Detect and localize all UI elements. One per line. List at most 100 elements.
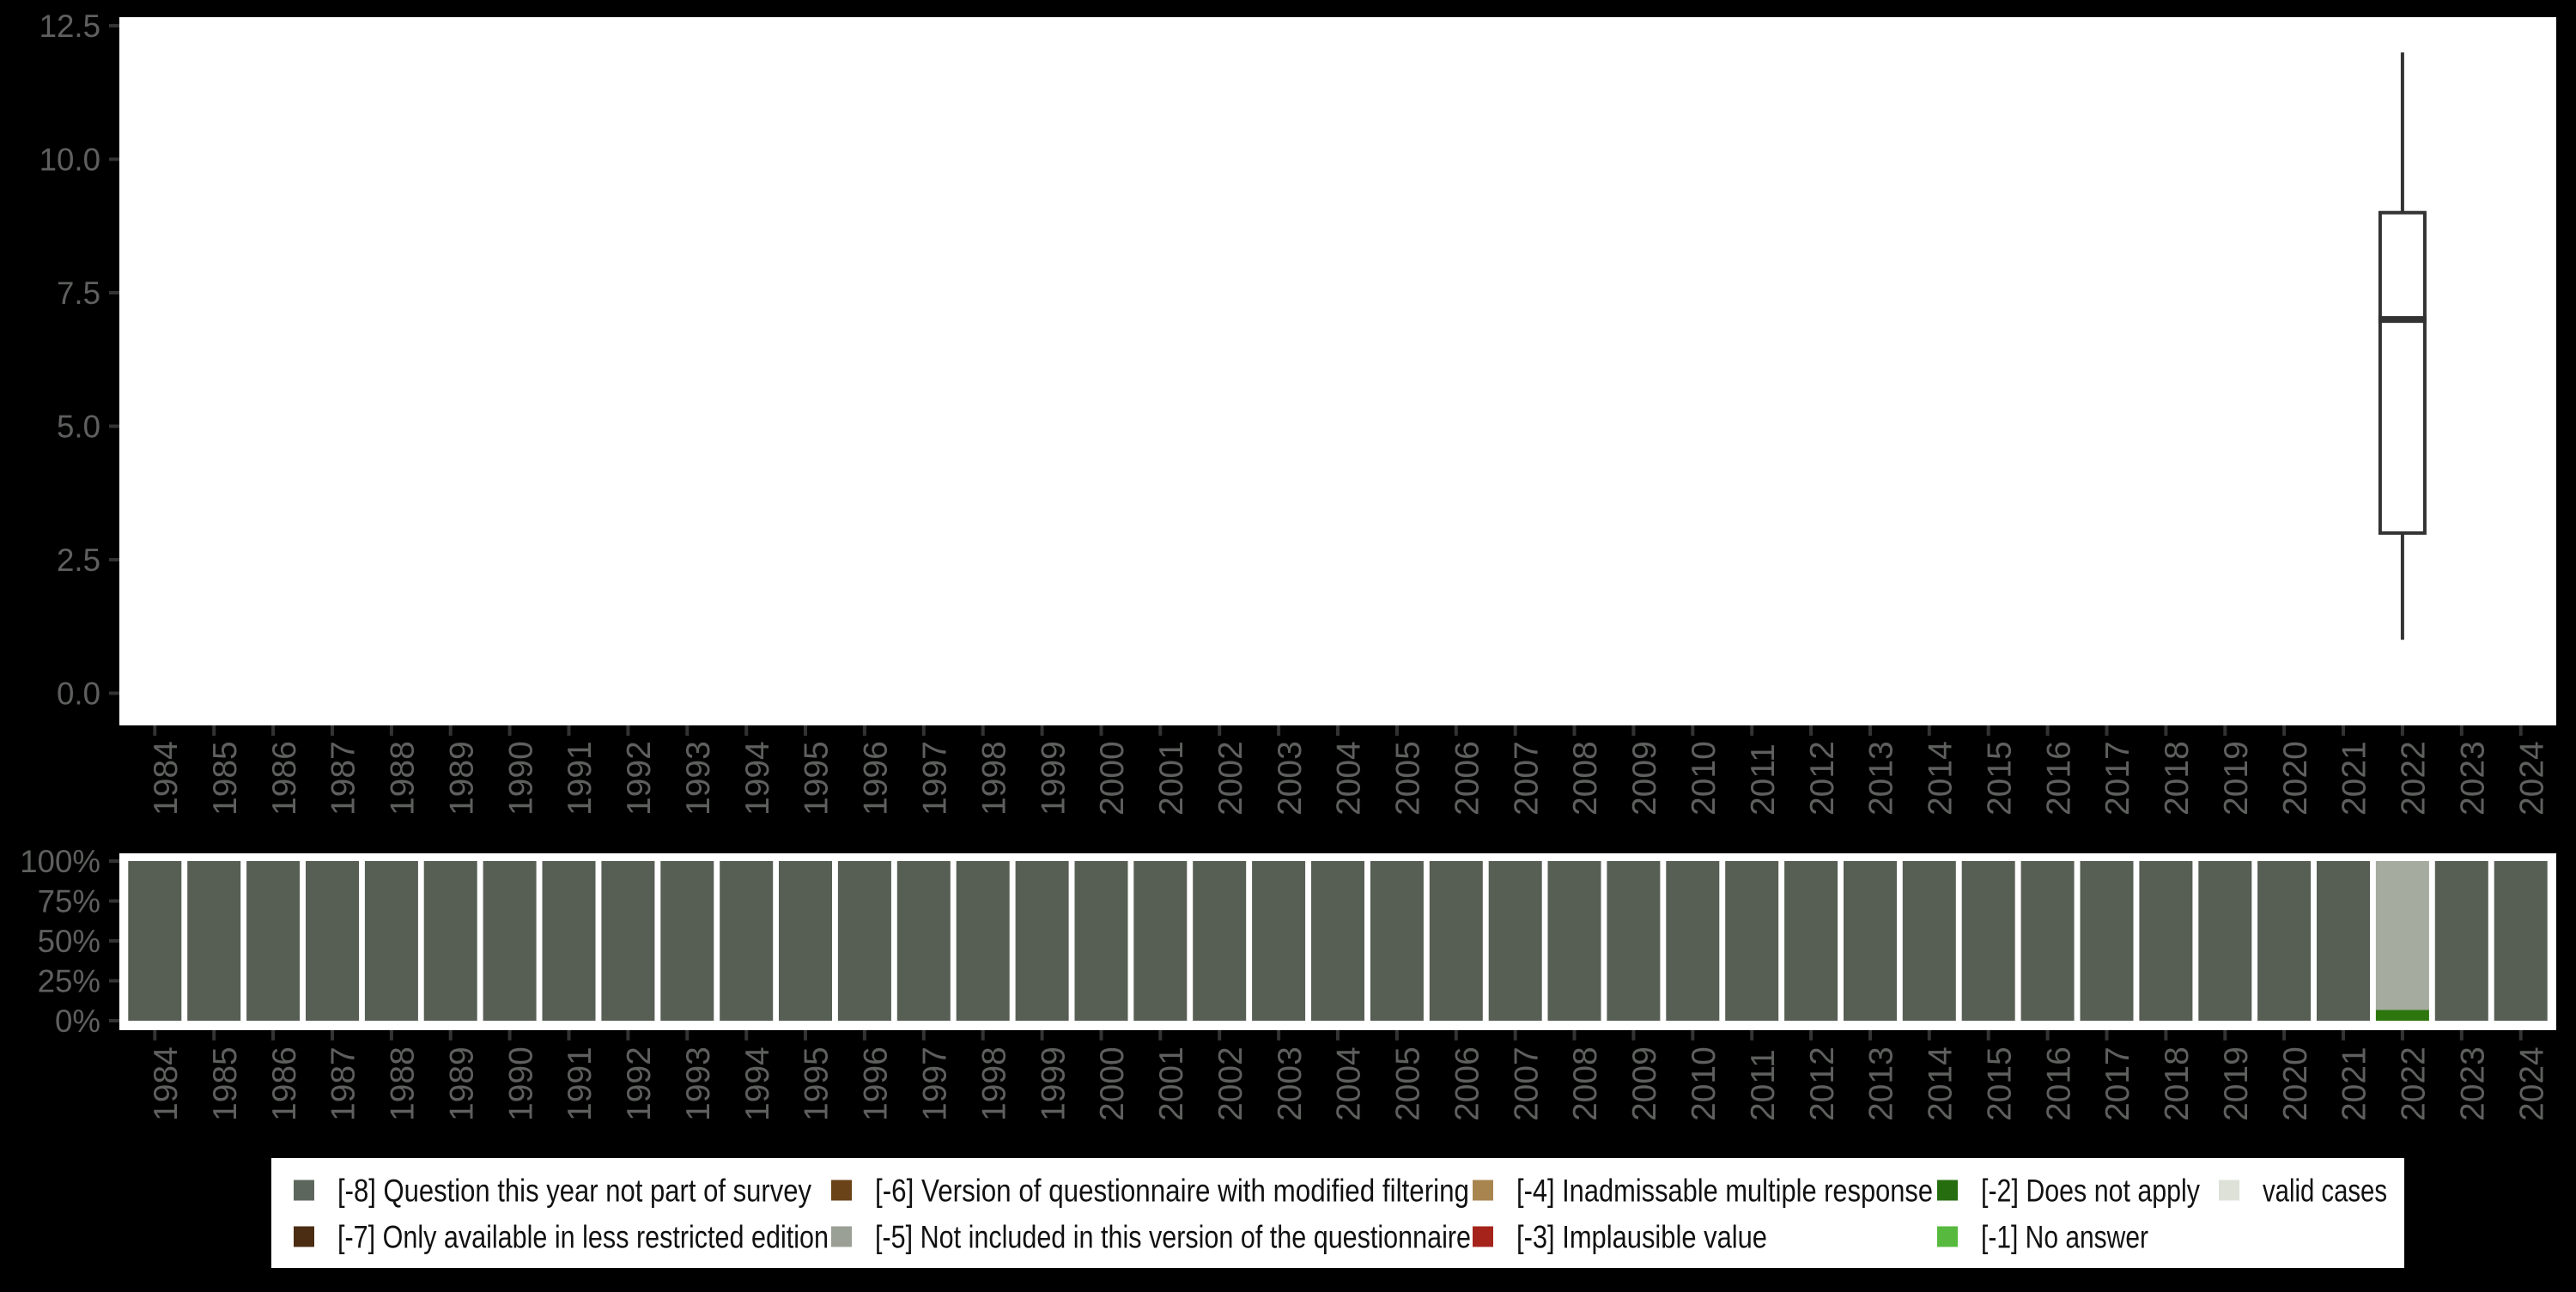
svg-text:5.0: 5.0 <box>57 409 100 445</box>
svg-text:2022: 2022 <box>2396 1046 2433 1121</box>
svg-text:10.0: 10.0 <box>39 143 100 178</box>
svg-text:2016: 2016 <box>2040 1046 2077 1121</box>
svg-text:2009: 2009 <box>1626 1046 1663 1121</box>
svg-text:[-3] Implausible value: [-3] Implausible value <box>1516 1220 1767 1255</box>
svg-text:2016: 2016 <box>2040 741 2077 816</box>
svg-text:2005: 2005 <box>1390 741 1427 816</box>
svg-text:2004: 2004 <box>1331 1046 1368 1121</box>
svg-text:0.0: 0.0 <box>57 676 100 712</box>
svg-text:2006: 2006 <box>1449 1046 1486 1121</box>
svg-text:2017: 2017 <box>2099 741 2136 816</box>
svg-text:2014: 2014 <box>1923 741 1959 816</box>
svg-text:2024: 2024 <box>2513 741 2550 816</box>
svg-text:0%: 0% <box>55 1004 100 1039</box>
svg-text:1991: 1991 <box>562 741 598 816</box>
svg-text:[-6] Version of questionnaire: [-6] Version of questionnaire with modif… <box>875 1174 1469 1209</box>
svg-text:2012: 2012 <box>1804 1046 1841 1121</box>
svg-text:2018: 2018 <box>2159 1046 2196 1121</box>
svg-text:1988: 1988 <box>385 1046 422 1121</box>
svg-text:[-4] Inadmissable multiple res: [-4] Inadmissable multiple response <box>1516 1174 1933 1209</box>
svg-text:2020: 2020 <box>2277 1046 2314 1121</box>
svg-text:1989: 1989 <box>443 741 480 816</box>
svg-text:75%: 75% <box>38 884 100 919</box>
svg-text:2002: 2002 <box>1212 1046 1249 1121</box>
svg-text:2019: 2019 <box>2218 741 2255 816</box>
svg-text:25%: 25% <box>38 964 100 999</box>
svg-text:1991: 1991 <box>562 1046 598 1121</box>
svg-text:1992: 1992 <box>621 1046 658 1121</box>
svg-text:1995: 1995 <box>799 1046 835 1121</box>
svg-text:2019: 2019 <box>2218 1046 2255 1121</box>
svg-text:1994: 1994 <box>739 1046 776 1121</box>
svg-text:1992: 1992 <box>621 741 658 816</box>
svg-text:1993: 1993 <box>680 741 717 816</box>
svg-text:2007: 2007 <box>1508 1046 1545 1121</box>
svg-text:1987: 1987 <box>325 1046 362 1121</box>
svg-text:2015: 2015 <box>1981 1046 2018 1121</box>
svg-text:1987: 1987 <box>325 741 362 816</box>
svg-text:2023: 2023 <box>2455 1046 2492 1121</box>
svg-text:2001: 2001 <box>1153 741 1190 816</box>
svg-text:2021: 2021 <box>2336 741 2373 816</box>
svg-text:1995: 1995 <box>799 741 835 816</box>
svg-text:1985: 1985 <box>207 741 244 816</box>
svg-text:1993: 1993 <box>680 1046 717 1121</box>
svg-text:2008: 2008 <box>1567 741 1604 816</box>
svg-text:2022: 2022 <box>2396 741 2433 816</box>
svg-text:2002: 2002 <box>1212 741 1249 816</box>
svg-text:1984: 1984 <box>148 1046 185 1121</box>
svg-text:[-7] Only available in less re: [-7] Only available in less restricted e… <box>337 1220 829 1255</box>
svg-text:1990: 1990 <box>502 741 539 816</box>
svg-text:2024: 2024 <box>2513 1046 2550 1121</box>
svg-text:1996: 1996 <box>858 1046 895 1121</box>
svg-text:2023: 2023 <box>2455 741 2492 816</box>
svg-text:1984: 1984 <box>148 741 185 816</box>
svg-text:2005: 2005 <box>1390 1046 1427 1121</box>
svg-text:2015: 2015 <box>1981 741 2018 816</box>
svg-text:[-8] Question this year not pa: [-8] Question this year not part of surv… <box>337 1174 812 1209</box>
svg-text:2.5: 2.5 <box>57 543 100 578</box>
svg-text:2018: 2018 <box>2159 741 2196 816</box>
svg-text:1997: 1997 <box>917 1046 954 1121</box>
svg-text:2011: 2011 <box>1745 1049 1782 1121</box>
svg-text:2021: 2021 <box>2336 1046 2373 1121</box>
svg-text:1999: 1999 <box>1035 1046 1072 1121</box>
svg-text:100%: 100% <box>20 844 100 879</box>
svg-text:2007: 2007 <box>1508 741 1545 816</box>
svg-text:2010: 2010 <box>1686 741 1722 816</box>
svg-text:1986: 1986 <box>266 1046 303 1121</box>
svg-text:[-1] No answer: [-1] No answer <box>1981 1220 2148 1255</box>
svg-text:2003: 2003 <box>1272 741 1309 816</box>
svg-text:2001: 2001 <box>1153 1046 1190 1121</box>
svg-text:2004: 2004 <box>1331 741 1368 816</box>
svg-text:1988: 1988 <box>385 741 422 816</box>
svg-text:1999: 1999 <box>1035 741 1072 816</box>
svg-text:2014: 2014 <box>1923 1046 1959 1121</box>
svg-text:[-2] Does not apply: [-2] Does not apply <box>1981 1174 2201 1209</box>
svg-text:2020: 2020 <box>2277 741 2314 816</box>
svg-text:2000: 2000 <box>1094 1046 1131 1121</box>
svg-text:1996: 1996 <box>858 741 895 816</box>
svg-text:2010: 2010 <box>1686 1046 1722 1121</box>
svg-text:12.5: 12.5 <box>39 9 100 44</box>
svg-text:2006: 2006 <box>1449 741 1486 816</box>
svg-text:1986: 1986 <box>266 741 303 816</box>
svg-text:1998: 1998 <box>975 1046 1012 1121</box>
svg-text:50%: 50% <box>38 924 100 959</box>
svg-text:2012: 2012 <box>1804 741 1841 816</box>
svg-text:2009: 2009 <box>1626 741 1663 816</box>
svg-text:1997: 1997 <box>917 741 954 816</box>
svg-text:2008: 2008 <box>1567 1046 1604 1121</box>
svg-text:[-5] Not included in this vers: [-5] Not included in this version of the… <box>875 1220 1471 1255</box>
svg-text:2013: 2013 <box>1863 741 1900 816</box>
svg-text:7.5: 7.5 <box>57 276 100 311</box>
svg-text:2003: 2003 <box>1272 1046 1309 1121</box>
svg-text:1998: 1998 <box>975 741 1012 816</box>
svg-text:2017: 2017 <box>2099 1046 2136 1121</box>
svg-text:valid cases: valid cases <box>2263 1174 2387 1209</box>
svg-text:2000: 2000 <box>1094 741 1131 816</box>
svg-text:1990: 1990 <box>502 1046 539 1121</box>
svg-text:2011: 2011 <box>1745 743 1782 816</box>
svg-text:1994: 1994 <box>739 741 776 816</box>
svg-text:2013: 2013 <box>1863 1046 1900 1121</box>
